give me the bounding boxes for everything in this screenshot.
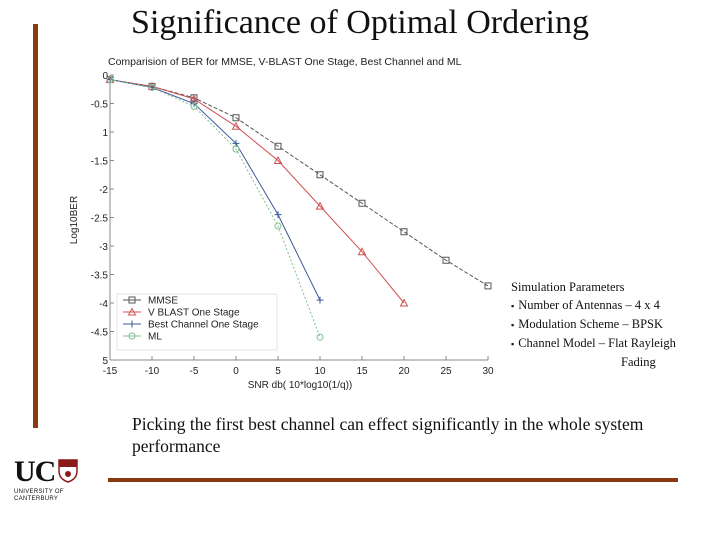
x-tick-label: 25 xyxy=(440,366,452,377)
legend-box xyxy=(116,293,278,351)
y-tick-label: -2 xyxy=(99,185,108,196)
legend-label: ML xyxy=(148,332,162,343)
legend-label: MMSE xyxy=(148,296,178,307)
square-marker xyxy=(232,114,240,122)
series-line xyxy=(109,79,321,301)
triangle-marker xyxy=(273,155,283,164)
y-tick-label: -2.5 xyxy=(91,214,109,225)
x-tick-label: 30 xyxy=(482,366,494,377)
triangle-marker xyxy=(399,298,409,307)
triangle-marker xyxy=(231,121,241,130)
series-line xyxy=(109,79,405,304)
triangle-marker xyxy=(357,247,367,256)
x-tick-label: 20 xyxy=(398,366,410,377)
bullet-icon: ▪ xyxy=(511,339,515,349)
param-item: ▪ Channel Model – Flat Rayleigh xyxy=(511,334,676,353)
param-continuation: Fading xyxy=(621,355,656,369)
bottom-accent-rule xyxy=(108,478,678,482)
triangle-marker xyxy=(315,201,325,210)
y-tick-label: 5 xyxy=(102,356,108,367)
params-heading: Simulation Parameters xyxy=(511,280,625,294)
square-marker xyxy=(484,282,492,290)
series-line xyxy=(109,79,321,338)
circle-marker xyxy=(316,333,324,341)
param-item: ▪ Number of Antennas – 4 x 4 xyxy=(511,296,676,315)
circle-marker xyxy=(190,102,198,110)
y-tick-label: -0.5 xyxy=(91,100,109,111)
triangle-marker xyxy=(127,307,137,316)
plus-marker xyxy=(128,320,136,328)
y-tick-label: -4.5 xyxy=(91,328,109,339)
param-text: Modulation Scheme – BPSK xyxy=(518,317,663,331)
square-marker xyxy=(358,199,366,207)
circle-marker xyxy=(106,76,114,84)
legend-label: V BLAST One Stage xyxy=(148,308,240,319)
x-axis-label: SNR db( 10*log10(1/q)) xyxy=(248,380,353,391)
x-tick-label: -15 xyxy=(103,366,118,377)
square-marker xyxy=(442,256,450,264)
logo-line-1: UNIVERSITY OF xyxy=(14,489,64,495)
plus-marker xyxy=(106,76,114,84)
legend-label: Best Channel One Stage xyxy=(148,320,259,331)
plot-area: -15 -10 -5 0 5 10 15 20 25 30 0 -0.5 1 -1.5 -2 -2.5 -3 -3… xyxy=(91,71,494,377)
plus-marker xyxy=(316,296,324,304)
square-marker xyxy=(274,142,282,150)
y-tick-label: -3.5 xyxy=(91,271,109,282)
x-tick-label: 0 xyxy=(233,366,239,377)
simulation-parameters: Simulation Parameters ▪ Number of Antenna… xyxy=(511,278,676,371)
square-marker xyxy=(316,171,324,179)
logo-mark: UC xyxy=(14,455,56,488)
bullet-icon: ▪ xyxy=(511,301,515,311)
logo-line-2: CANTERBURY xyxy=(14,495,59,502)
bullet-icon: ▪ xyxy=(511,320,515,330)
circle-marker xyxy=(128,332,136,340)
chart-title: Comparision of BER for MMSE, V-BLAST One… xyxy=(108,56,462,68)
series-line xyxy=(109,79,489,287)
x-tick-label: -5 xyxy=(190,366,199,377)
param-item: ▪ Modulation Scheme – BPSK xyxy=(511,315,676,334)
circle-marker xyxy=(274,222,282,230)
y-axis-label: Log10BER xyxy=(69,196,80,244)
university-logo: UC UNIVERSITY OF CANTERBURY xyxy=(14,455,82,509)
plus-marker xyxy=(274,211,282,219)
param-text: Channel Model – Flat Rayleigh xyxy=(518,336,676,350)
y-tick-label: 0 xyxy=(102,71,108,82)
x-tick-label: 10 xyxy=(314,366,326,377)
y-tick-label: -1.5 xyxy=(91,157,109,168)
square-marker xyxy=(400,228,408,236)
y-tick-label: -4 xyxy=(99,299,108,310)
slide-caption: Picking the first best channel can effec… xyxy=(132,414,644,456)
circle-marker xyxy=(148,84,156,92)
circle-marker xyxy=(232,145,240,153)
slide-title: Significance of Optimal Ordering xyxy=(131,4,589,41)
ber-chart: Comparision of BER for MMSE, V-BLAST One… xyxy=(69,56,494,391)
param-text: Number of Antennas – 4 x 4 xyxy=(518,298,660,312)
square-marker xyxy=(128,296,136,304)
x-tick-label: -10 xyxy=(145,366,160,377)
x-tick-label: 15 xyxy=(356,366,368,377)
left-accent-rule xyxy=(33,24,38,428)
y-tick-label: -3 xyxy=(99,242,108,253)
x-tick-label: 5 xyxy=(275,366,281,377)
crest-icon xyxy=(58,459,79,483)
y-tick-label: 1 xyxy=(102,128,108,139)
